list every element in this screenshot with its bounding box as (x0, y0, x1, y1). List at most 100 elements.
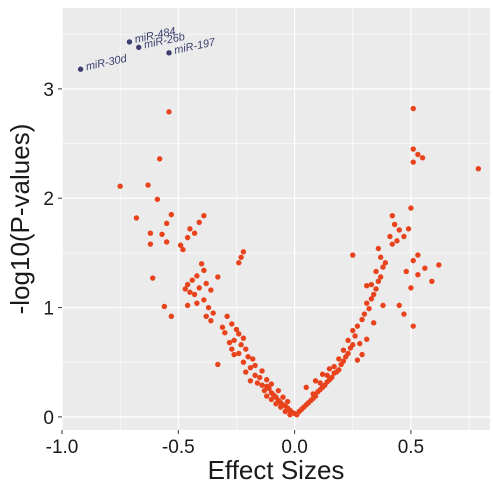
data-point (196, 219, 202, 225)
highlight-point (136, 44, 142, 51)
data-point (340, 347, 347, 353)
data-point (247, 378, 254, 384)
data-point (401, 233, 407, 240)
data-point (154, 196, 161, 203)
data-point (161, 303, 168, 310)
data-point (273, 401, 279, 407)
data-point (331, 363, 337, 370)
data-point (319, 371, 326, 377)
data-point (203, 313, 209, 320)
data-point (268, 381, 275, 387)
data-point (277, 404, 284, 410)
data-point (377, 254, 384, 260)
data-point (359, 351, 365, 358)
data-point (396, 227, 402, 233)
data-point (156, 156, 163, 162)
data-point (368, 296, 375, 302)
data-point (364, 336, 370, 342)
data-point (389, 241, 396, 247)
data-point (422, 265, 428, 271)
x-tick-label: 0.0 (281, 437, 307, 458)
data-point (177, 242, 184, 248)
data-point (229, 346, 235, 352)
data-point (231, 337, 237, 344)
data-point (194, 300, 200, 306)
data-point (184, 234, 191, 241)
data-point (187, 226, 193, 232)
data-point (361, 311, 368, 317)
data-point (410, 146, 416, 152)
data-point (370, 291, 377, 298)
data-point (410, 159, 416, 165)
data-point (380, 302, 386, 309)
data-point (259, 382, 265, 388)
y-tick-label: 0 (43, 408, 54, 429)
highlight-point (166, 50, 172, 56)
data-point (370, 320, 377, 326)
grid-lines (61, 8, 490, 430)
data-point (263, 377, 270, 383)
data-point (252, 372, 258, 379)
data-point (350, 327, 356, 334)
data-point (224, 313, 230, 320)
data-point (226, 339, 233, 346)
data-point (208, 317, 214, 324)
data-point (236, 350, 242, 357)
data-point (245, 354, 251, 360)
data-point (345, 337, 351, 344)
data-point (163, 239, 170, 245)
data-point (475, 166, 482, 172)
data-point (415, 151, 421, 158)
data-point (203, 280, 209, 287)
data-point (168, 211, 175, 218)
data-point (215, 274, 221, 280)
plot-panel (62, 8, 490, 430)
data-point (184, 302, 191, 309)
data-point (247, 364, 254, 371)
data-point (364, 300, 370, 306)
data-point (147, 241, 154, 247)
data-point (419, 155, 426, 161)
y-tick-label: 1 (43, 299, 54, 320)
data-point (284, 398, 291, 405)
y-axis-title: -log10(P-values) (5, 124, 35, 315)
data-point (243, 346, 249, 352)
data-point (198, 261, 205, 267)
data-point (196, 285, 202, 291)
highlight-point (77, 66, 84, 72)
data-point (259, 368, 265, 374)
y-tick-label: 3 (43, 80, 54, 101)
data-point (219, 324, 226, 330)
data-point (229, 321, 235, 327)
data-point (280, 394, 286, 400)
x-tick-label: -1.0 (46, 437, 79, 458)
data-point (222, 329, 228, 336)
data-point (184, 281, 191, 288)
data-point (254, 380, 261, 386)
data-point (382, 260, 389, 266)
data-point (194, 273, 200, 279)
data-point (336, 356, 342, 362)
data-point (357, 340, 363, 347)
data-point (236, 260, 242, 266)
data-point (429, 278, 435, 285)
data-point (436, 262, 442, 268)
data-point (354, 357, 361, 363)
data-points (117, 105, 482, 418)
data-point (117, 183, 123, 189)
data-point (287, 411, 293, 418)
data-point (324, 372, 330, 379)
data-point (410, 105, 416, 112)
data-point (340, 358, 347, 364)
highlight-point (126, 39, 133, 45)
data-point (312, 378, 319, 384)
data-point (210, 310, 216, 316)
data-point (150, 275, 156, 281)
data-point (275, 387, 282, 394)
data-point (303, 384, 309, 391)
data-point (163, 220, 170, 227)
data-point (364, 282, 370, 289)
data-point (345, 350, 351, 357)
